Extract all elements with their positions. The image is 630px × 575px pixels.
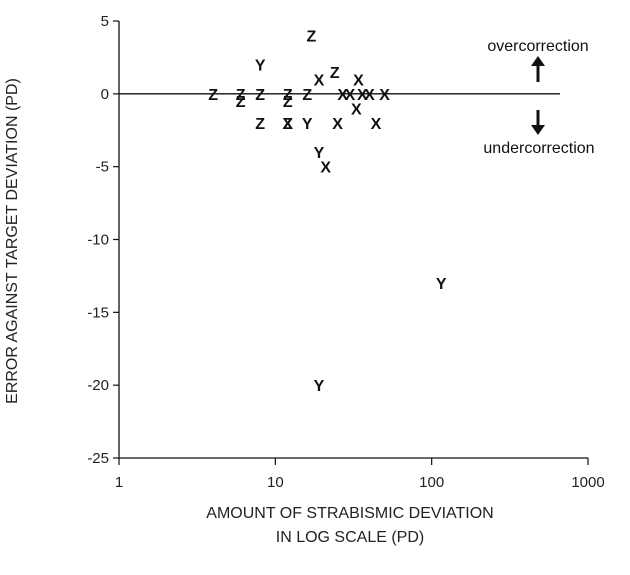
data-point-x: X xyxy=(337,87,348,104)
x-tick-label: 1000 xyxy=(571,474,604,491)
y-tick-label: -15 xyxy=(87,304,109,321)
data-point-z: Z xyxy=(283,94,293,111)
x-tick-label: 10 xyxy=(267,474,284,491)
data-point-y: Y xyxy=(314,145,325,162)
data-point-y: Y xyxy=(302,116,313,133)
data-point-z: Z xyxy=(208,87,218,104)
data-point-x: X xyxy=(371,116,382,133)
y-axis-title: ERROR AGAINST TARGET DEVIATION (PD) xyxy=(4,78,21,404)
y-tick-label: -10 xyxy=(87,232,109,249)
data-point-x: X xyxy=(351,101,362,118)
data-point-z: Z xyxy=(330,65,340,82)
y-tick-label: -5 xyxy=(96,159,109,176)
data-point-x: X xyxy=(282,116,293,133)
up-arrow-icon xyxy=(531,56,545,82)
data-point-z: Z xyxy=(236,94,246,111)
ticks: 5 0 -5 -10 -15 -20 -25 1 10 100 1000 xyxy=(87,13,604,491)
data-point-z: Z xyxy=(255,116,265,133)
data-point-z: Z xyxy=(283,87,293,104)
x-axis-title-line-2: IN LOG SCALE (PD) xyxy=(276,529,424,546)
data-point-y: Y xyxy=(255,58,266,75)
data-point-x: X xyxy=(357,87,368,104)
undercorrection-label: undercorrection xyxy=(483,140,594,157)
data-point-x: X xyxy=(364,87,375,104)
x-tick-label: 1 xyxy=(115,474,123,491)
data-point-x: X xyxy=(314,72,325,89)
overcorrection-label: overcorrection xyxy=(487,38,588,55)
data-point-x: X xyxy=(332,116,343,133)
data-point-z: Z xyxy=(255,87,265,104)
data-point-x: X xyxy=(379,87,390,104)
data-point-z: Z xyxy=(236,87,246,104)
data-point-x: X xyxy=(345,87,356,104)
data-point-z: Z xyxy=(283,116,293,133)
y-tick-label: -20 xyxy=(87,377,109,394)
x-tick-label: 100 xyxy=(419,474,444,491)
y-tick-label: -25 xyxy=(87,450,109,467)
data-point-z: Z xyxy=(306,29,316,46)
y-tick-label: 0 xyxy=(101,86,109,103)
y-tick-label: 5 xyxy=(101,13,109,30)
data-point-y: Y xyxy=(314,378,325,395)
x-axis-title-line-1: AMOUNT OF STRABISMIC DEVIATION xyxy=(206,505,493,522)
down-arrow-icon xyxy=(531,110,545,135)
data-point-x: X xyxy=(320,160,331,177)
data-point-x: X xyxy=(353,72,364,89)
data-point-y: Y xyxy=(436,276,447,293)
data-point-z: Z xyxy=(302,87,312,104)
